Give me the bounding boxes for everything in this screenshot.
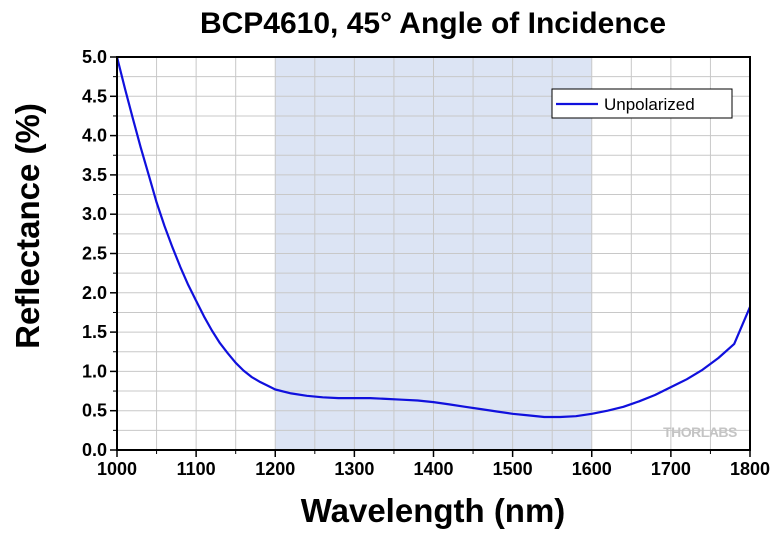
series-layer	[115, 56, 752, 419]
y-tick-label: 1.0	[82, 361, 107, 381]
x-tick-label: 1000	[97, 459, 137, 479]
legend-label: Unpolarized	[604, 95, 695, 114]
y-tick-label: 5.0	[82, 47, 107, 67]
y-tick-label: 2.5	[82, 244, 107, 264]
x-tick-label: 1200	[255, 459, 295, 479]
thorlabs-logo: THORLABS	[663, 424, 737, 440]
x-axis-label: Wavelength (nm)	[301, 492, 566, 529]
y-tick-label: 0.0	[82, 440, 107, 460]
x-tick-label: 1600	[572, 459, 612, 479]
y-tick-label: 4.0	[82, 126, 107, 146]
x-tick-label: 1400	[413, 459, 453, 479]
legend: Unpolarized	[551, 88, 733, 119]
x-tick-label: 1700	[651, 459, 691, 479]
y-tick-label: 1.5	[82, 322, 107, 342]
x-tick-label: 1800	[730, 459, 770, 479]
y-tick-label: 3.0	[82, 204, 107, 224]
y-tick-label: 0.5	[82, 401, 107, 421]
ticks: 1000 1100 1200 1300 1400 1500 1600 1700 1800 0.0 0…	[82, 47, 770, 479]
x-tick-label: 1300	[334, 459, 374, 479]
x-tick-label: 1500	[493, 459, 533, 479]
x-tick-label: 1100	[177, 459, 216, 479]
y-tick-label: 2.0	[82, 283, 107, 303]
y-tick-label: 4.5	[82, 86, 107, 106]
series-line-unpolarized	[115, 56, 752, 419]
chart-title: BCP4610, 45° Angle of Incidence	[200, 7, 666, 40]
y-tick-label: 3.5	[82, 165, 107, 185]
y-axis-label: Reflectance (%)	[9, 103, 46, 349]
